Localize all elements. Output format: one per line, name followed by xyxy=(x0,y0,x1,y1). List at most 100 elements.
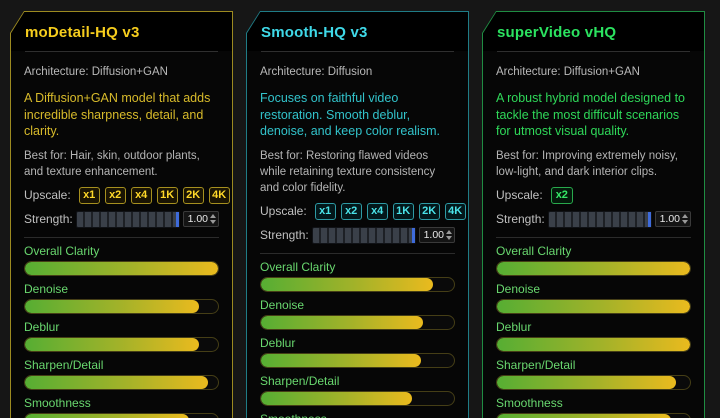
architecture-line: Architecture: Diffusion+GAN xyxy=(24,66,168,78)
metric-bar-fill xyxy=(497,262,690,276)
metric-sharpen-detail: Sharpen/Detail xyxy=(260,374,455,407)
upscale-option-2k[interactable]: 2K xyxy=(418,202,440,220)
upscale-option-x4[interactable]: x4 xyxy=(130,186,152,204)
architecture-line: Architecture: Diffusion+GAN xyxy=(496,66,640,78)
metric-bar-track xyxy=(24,299,219,315)
card-body: Architecture: Diffusion+GAN A Diffusion+… xyxy=(11,52,232,418)
best-for-text: Best for: Hair, skin, outdoor plants, an… xyxy=(24,149,200,178)
upscale-label: Upscale: xyxy=(260,204,307,219)
metric-bar-track xyxy=(24,375,219,391)
strength-slider[interactable] xyxy=(312,227,415,243)
model-description: A robust hybrid model designed to tackle… xyxy=(496,91,686,138)
model-description: Focuses on faithful video restoration. S… xyxy=(260,91,440,138)
card-header: Smooth-HQ v3 xyxy=(247,12,468,51)
upscale-label: Upscale: xyxy=(496,188,543,203)
metric-bar-track xyxy=(496,375,691,391)
step-up-icon[interactable] xyxy=(446,230,452,235)
strength-slider[interactable] xyxy=(548,211,651,227)
upscale-option-x4[interactable]: x4 xyxy=(366,202,388,220)
upscale-option-x1[interactable]: x1 xyxy=(314,202,336,220)
metric-bar-track xyxy=(24,261,219,277)
step-down-icon[interactable] xyxy=(446,236,452,241)
metric-bar-fill xyxy=(261,392,412,406)
slider-thumb[interactable] xyxy=(411,227,415,243)
metric-bar-track xyxy=(24,337,219,353)
metric-deblur: Deblur xyxy=(24,320,219,353)
slider-thumb[interactable] xyxy=(175,211,179,227)
slider-thumb[interactable] xyxy=(647,211,651,227)
card-header: superVideo vHQ xyxy=(483,12,704,51)
metric-bar-track xyxy=(496,299,691,315)
strength-value: 1.00 xyxy=(423,229,444,242)
card-panel: superVideo vHQ Architecture: Diffusion+G… xyxy=(483,12,704,418)
stepper-arrows[interactable] xyxy=(446,230,452,241)
metric-bar-track xyxy=(496,261,691,277)
metric-smoothness: Smoothness xyxy=(24,396,219,418)
model-card-modetail: moDetail-HQ v3 Architecture: Diffusion+G… xyxy=(10,11,233,418)
stepper-arrows[interactable] xyxy=(682,214,688,225)
step-down-icon[interactable] xyxy=(210,220,216,225)
metric-bar-track xyxy=(496,413,691,418)
card-body: Architecture: Diffusion+GAN A robust hyb… xyxy=(483,52,704,418)
metric-overall-clarity: Overall Clarity xyxy=(260,260,455,293)
strength-value-input[interactable]: 1.00 xyxy=(654,211,691,228)
metric-bar-fill xyxy=(261,278,433,292)
step-down-icon[interactable] xyxy=(682,220,688,225)
strength-value: 1.00 xyxy=(187,213,208,226)
metric-bar-track xyxy=(260,353,455,369)
model-description: A Diffusion+GAN model that adds incredib… xyxy=(24,91,211,138)
strength-value-input[interactable]: 1.00 xyxy=(418,227,455,244)
metric-bar-fill xyxy=(25,414,190,418)
upscale-label: Upscale: xyxy=(24,188,71,203)
metric-bar-fill xyxy=(25,376,209,390)
upscale-option-2k[interactable]: 2K xyxy=(182,186,204,204)
upscale-option-x1[interactable]: x1 xyxy=(78,186,100,204)
upscale-option-4k[interactable]: 4K xyxy=(208,186,230,204)
metric-label: Sharpen/Detail xyxy=(260,374,340,389)
strength-row: Strength: 1.00 xyxy=(496,211,691,228)
stepper-arrows[interactable] xyxy=(210,214,216,225)
upscale-option-1k[interactable]: 1K xyxy=(156,186,178,204)
metric-denoise: Denoise xyxy=(24,282,219,315)
strength-label: Strength: xyxy=(260,228,309,243)
step-up-icon[interactable] xyxy=(682,214,688,219)
strength-row: Strength: 1.00 xyxy=(24,211,219,228)
metric-bar-track xyxy=(260,277,455,293)
metric-denoise: Denoise xyxy=(260,298,455,331)
card-body: Architecture: Diffusion Focuses on faith… xyxy=(247,52,468,418)
metric-label: Deblur xyxy=(496,320,532,335)
upscale-option-x2[interactable]: x2 xyxy=(104,186,126,204)
strength-label: Strength: xyxy=(24,212,73,227)
upscale-option-1k[interactable]: 1K xyxy=(392,202,414,220)
upscale-option-x2[interactable]: x2 xyxy=(340,202,362,220)
metric-label: Smoothness xyxy=(496,396,563,411)
section-divider xyxy=(260,253,455,255)
upscale-option-x2[interactable]: x2 xyxy=(550,186,573,204)
card-panel: moDetail-HQ v3 Architecture: Diffusion+G… xyxy=(11,12,232,418)
metric-label: Sharpen/Detail xyxy=(496,358,576,373)
metric-bar-fill xyxy=(25,262,218,276)
metric-label: Overall Clarity xyxy=(496,244,572,259)
header-divider xyxy=(25,51,218,52)
header-divider xyxy=(261,51,454,52)
upscale-row: Upscale: x2 xyxy=(496,186,691,204)
strength-value-input[interactable]: 1.00 xyxy=(182,211,219,228)
upscale-option-4k[interactable]: 4K xyxy=(444,202,466,220)
strength-value: 1.00 xyxy=(659,213,680,226)
step-up-icon[interactable] xyxy=(210,214,216,219)
model-title: Smooth-HQ v3 xyxy=(261,24,368,41)
strength-slider[interactable] xyxy=(76,211,179,227)
metric-label: Overall Clarity xyxy=(24,244,100,259)
metric-bar-fill xyxy=(497,414,671,418)
metric-denoise: Denoise xyxy=(496,282,691,315)
card-header: moDetail-HQ v3 xyxy=(11,12,232,51)
metric-label: Smoothness xyxy=(260,412,455,418)
header-divider xyxy=(497,51,690,52)
metric-label: Deblur xyxy=(260,336,296,351)
metric-bar-fill xyxy=(261,316,424,330)
metric-sharpen-detail: Sharpen/Detail xyxy=(496,358,691,391)
metric-overall-clarity: Overall Clarity xyxy=(24,244,219,277)
metric-smoothness: Smoothness xyxy=(260,412,455,418)
strength-row: Strength: 1.00 xyxy=(260,227,455,244)
